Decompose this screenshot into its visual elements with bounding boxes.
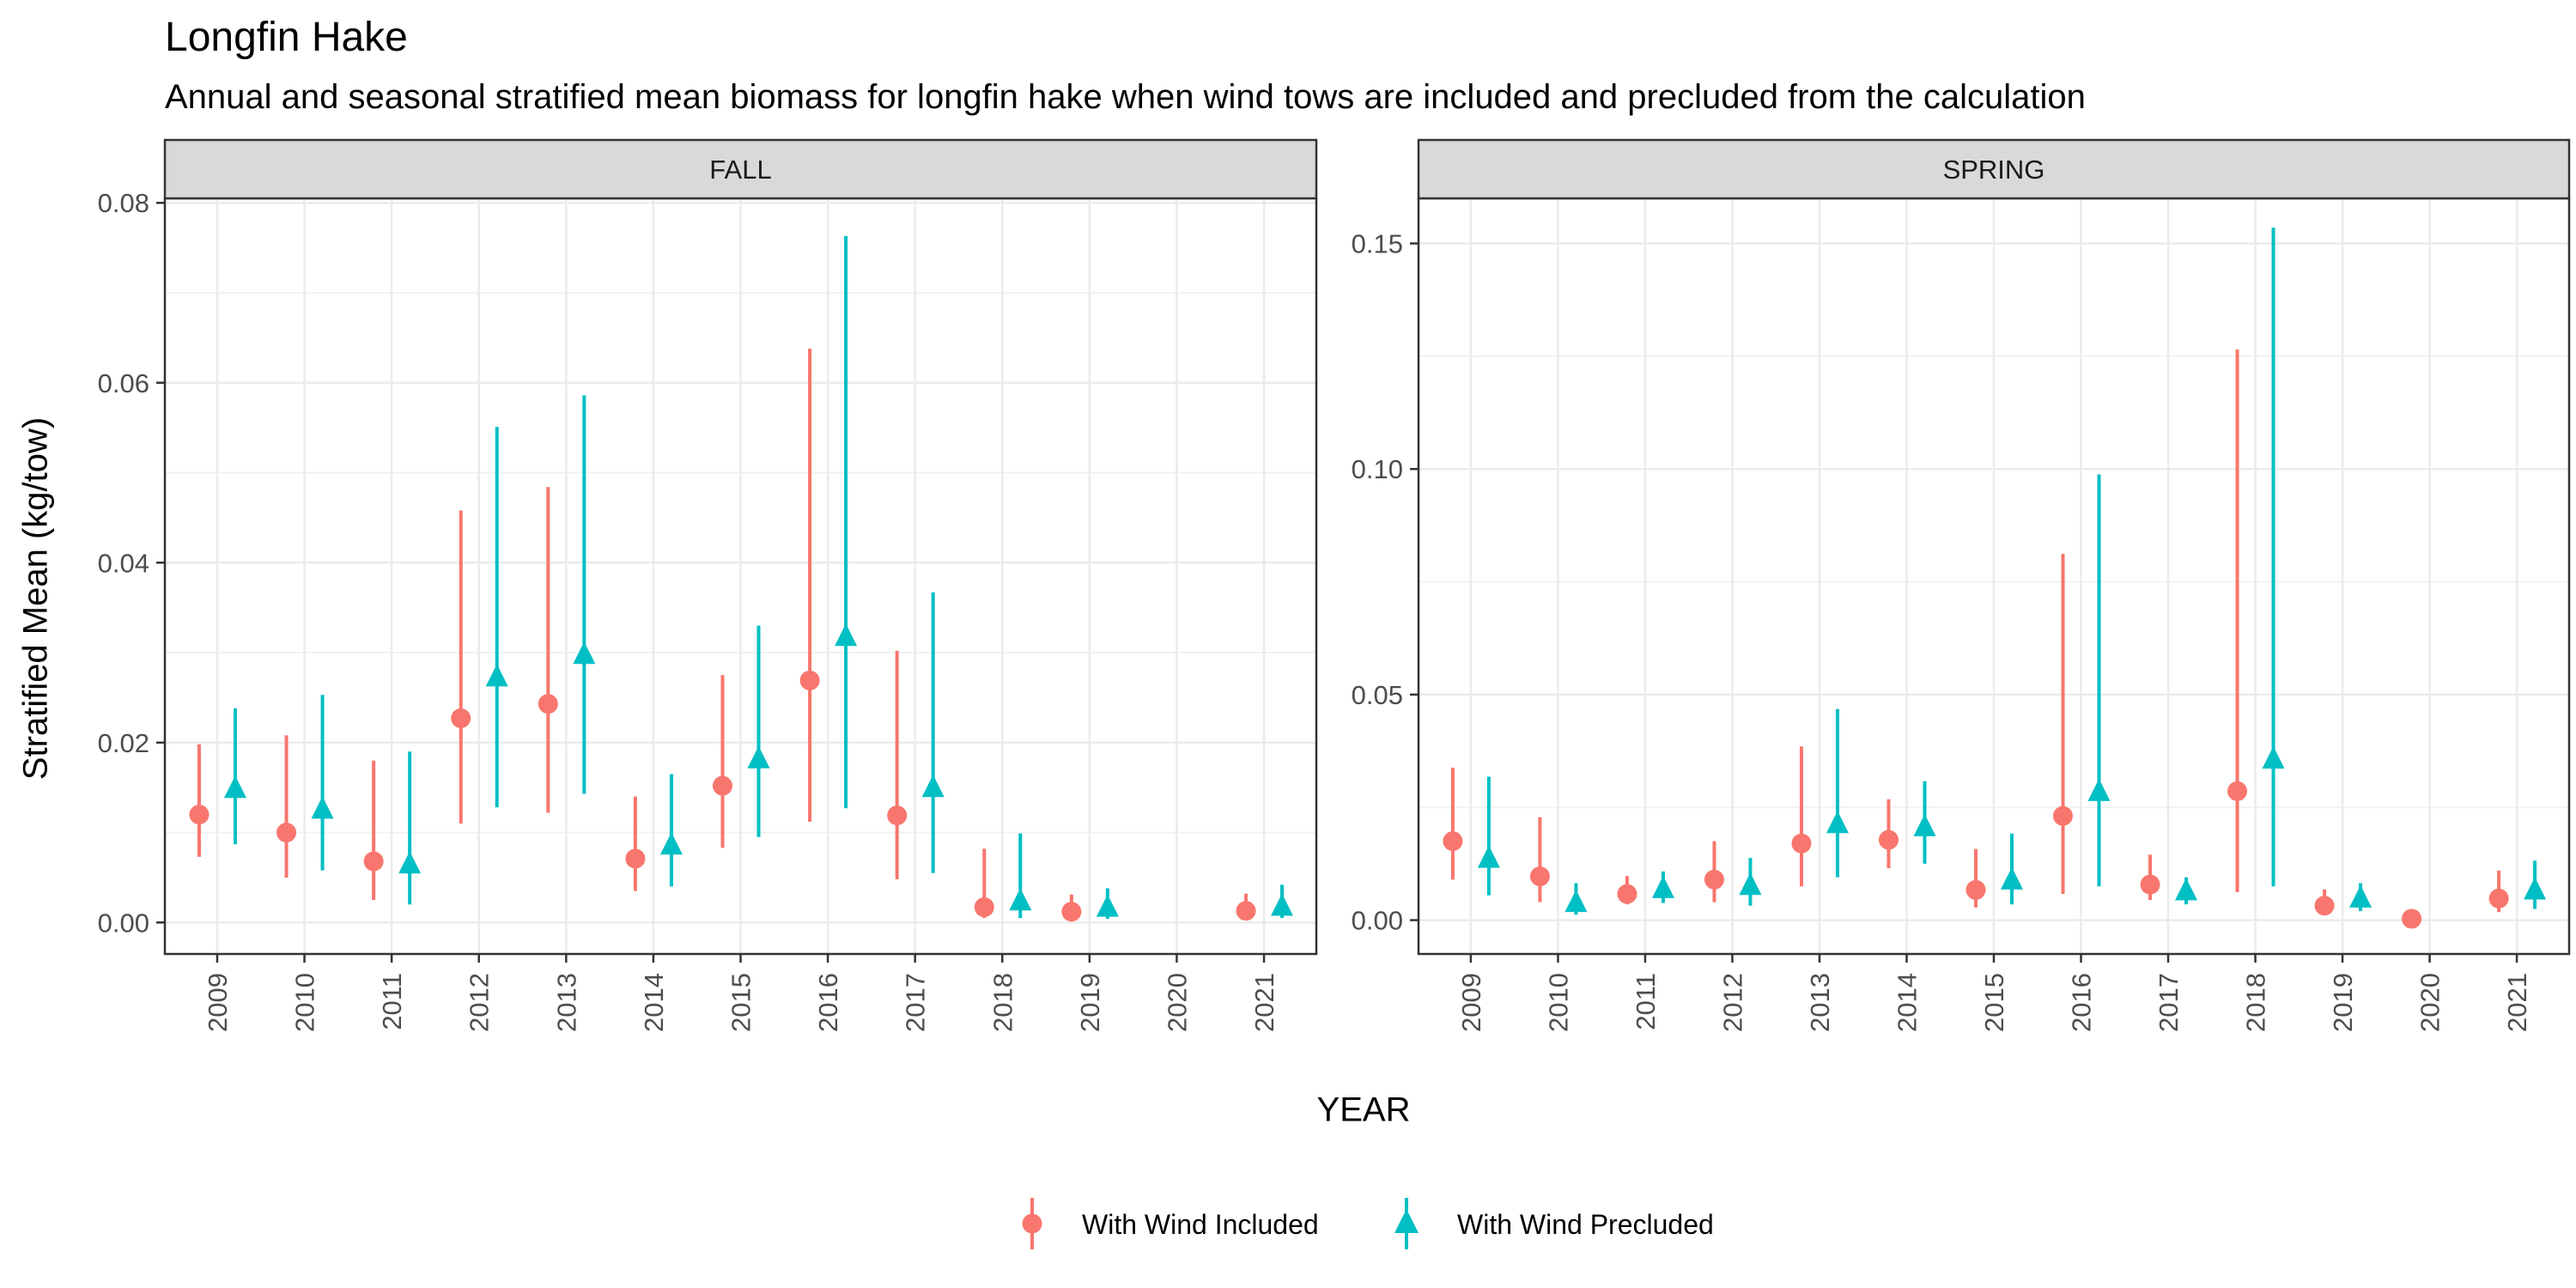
data-point-included (1061, 902, 1082, 922)
y-tick-label: 0.15 (1352, 229, 1403, 259)
data-point-included (2402, 908, 2422, 929)
data-point-precluded (1651, 875, 1674, 898)
legend-key-precluded (1394, 1209, 1419, 1233)
data-point-included (799, 671, 820, 691)
data-point-included (1617, 884, 1637, 904)
chart-title: Longfin Hake (165, 15, 408, 60)
data-point-included (276, 823, 297, 843)
data-point-precluded (921, 775, 945, 798)
data-point-precluded (2175, 878, 2198, 901)
data-point-included (1529, 866, 1550, 887)
x-tick-label: 2019 (1075, 973, 1105, 1032)
data-point-precluded (1564, 890, 1588, 913)
legend-label-precluded: With Wind Precluded (1457, 1209, 1714, 1240)
x-tick-label: 2009 (203, 973, 233, 1032)
data-point-included (887, 805, 908, 826)
x-tick-label: 2013 (1805, 973, 1835, 1032)
x-tick-label: 2015 (1979, 973, 2009, 1032)
data-point-precluded (398, 851, 422, 874)
data-point-included (189, 805, 210, 825)
legend-key-included (1022, 1213, 1042, 1234)
x-tick-label: 2012 (1717, 973, 1747, 1032)
data-point-precluded (1826, 811, 1849, 834)
data-point-precluded (835, 623, 858, 647)
x-tick-label: 2017 (901, 973, 931, 1032)
data-point-precluded (485, 664, 508, 687)
x-tick-label: 2010 (1543, 973, 1573, 1032)
x-tick-label: 2020 (1162, 973, 1192, 1032)
data-point-included (625, 848, 646, 869)
x-tick-label: 2020 (2415, 973, 2445, 1032)
y-tick-label: 0.06 (98, 368, 149, 398)
data-point-included (2227, 781, 2248, 801)
data-point-precluded (659, 832, 683, 855)
data-point-included (363, 851, 384, 872)
y-tick-label: 0.04 (98, 548, 149, 578)
y-tick-label: 0.10 (1352, 454, 1403, 484)
x-tick-label: 2014 (1892, 973, 1922, 1032)
data-point-included (713, 775, 732, 796)
data-point-included (974, 897, 994, 918)
legend (1022, 1198, 1419, 1249)
y-tick-label: 0.00 (1352, 906, 1403, 936)
data-point-included (2140, 874, 2160, 895)
data-point-precluded (1477, 845, 1500, 868)
data-point-precluded (747, 745, 770, 769)
data-point-included (2314, 896, 2335, 916)
data-point-precluded (573, 641, 596, 665)
x-tick-label: 2013 (551, 973, 581, 1032)
facet-strip-label: FALL (709, 155, 771, 185)
facet-strip (163, 138, 1318, 200)
x-tick-label: 2021 (2502, 973, 2532, 1032)
data-point-precluded (2349, 884, 2372, 908)
data-point-included (1965, 879, 1986, 900)
x-tick-label: 2009 (1456, 973, 1486, 1032)
y-tick-label: 0.05 (1352, 680, 1403, 710)
x-tick-label: 2016 (813, 973, 843, 1032)
data-point-precluded (1913, 813, 1936, 836)
y-tick-label: 0.00 (98, 908, 149, 938)
data-point-included (1878, 829, 1899, 850)
data-point-included (2053, 805, 2074, 826)
x-tick-label: 2011 (1631, 973, 1661, 1030)
data-point-precluded (2001, 866, 2023, 890)
data-point-included (451, 708, 471, 729)
x-tick-label: 2014 (639, 973, 669, 1032)
legend-label-included: With Wind Included (1082, 1209, 1319, 1240)
facet-panel-spring: 0.00 0.05 0.10 0.15 2009 2010 2011 2012 2013 2014… (1352, 138, 2571, 1032)
y-tick-label: 0.02 (98, 728, 149, 758)
x-tick-label: 2016 (2067, 973, 2097, 1032)
x-tick-label: 2017 (2154, 973, 2184, 1032)
data-point-included (1236, 901, 1256, 921)
x-tick-label: 2021 (1249, 973, 1279, 1032)
chart-subtitle: Annual and seasonal stratified mean biom… (165, 78, 2086, 116)
data-point-precluded (1271, 893, 1294, 916)
data-point-included (1704, 869, 1724, 890)
x-tick-label: 2010 (290, 973, 320, 1032)
data-point-precluded (2262, 746, 2285, 769)
data-point-precluded (1096, 894, 1119, 917)
facet-strip (1417, 138, 2571, 200)
data-point-precluded (2524, 877, 2547, 900)
data-point-precluded (223, 775, 246, 799)
data-point-precluded (311, 796, 334, 819)
data-point-included (538, 694, 558, 714)
x-tick-label: 2019 (2328, 973, 2358, 1032)
x-tick-label: 2018 (2241, 973, 2271, 1032)
data-point-precluded (2087, 778, 2111, 801)
x-tick-label: 2015 (726, 973, 756, 1032)
x-tick-label: 2012 (465, 973, 495, 1032)
data-point-precluded (1739, 872, 1762, 896)
data-point-precluded (1009, 888, 1032, 911)
y-tick-label: 0.08 (98, 188, 149, 218)
facet-panel-fall: 0.00 0.02 0.04 0.06 0.08 2009 2010 2011 2012 2013… (98, 138, 1318, 1032)
x-tick-label: 2011 (377, 973, 407, 1030)
data-point-included (1791, 833, 1812, 854)
facet-strip-label: SPRING (1943, 155, 2045, 185)
data-point-included (2488, 888, 2509, 908)
x-tick-label: 2018 (987, 973, 1018, 1032)
data-point-included (1443, 831, 1463, 852)
x-axis-title: YEAR (1316, 1091, 1411, 1129)
